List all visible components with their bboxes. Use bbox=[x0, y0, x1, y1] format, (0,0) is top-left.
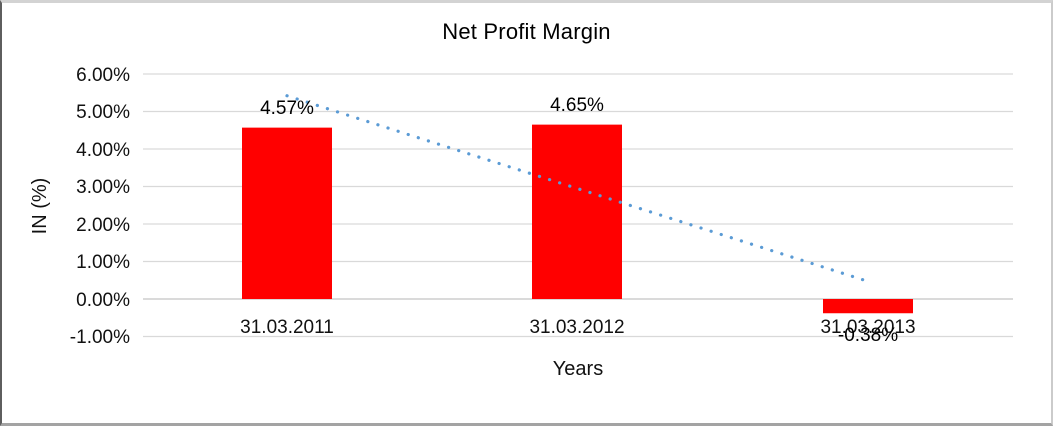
x-category-label: 31.03.2012 bbox=[529, 317, 625, 338]
y-tick-label: 3.00% bbox=[76, 177, 130, 198]
y-tick-label: 0.00% bbox=[76, 290, 130, 311]
y-tick-label: 4.00% bbox=[76, 140, 130, 161]
bar-31.03.2013 bbox=[823, 299, 913, 314]
bar-data-label: -0.38% bbox=[837, 325, 899, 346]
bar-data-label: 4.65% bbox=[550, 95, 604, 116]
bar-31.03.2012 bbox=[532, 124, 622, 299]
y-tick-label: 2.00% bbox=[76, 215, 130, 236]
plot-area bbox=[143, 73, 1013, 338]
bar-data-label: 4.57% bbox=[260, 98, 314, 119]
y-tick-label: 5.00% bbox=[76, 102, 130, 123]
y-tick-label: 6.00% bbox=[76, 65, 130, 86]
x-axis-title: Years bbox=[552, 358, 604, 380]
x-category-label: 31.03.2013 bbox=[820, 317, 916, 338]
y-axis-title: IN (%) bbox=[29, 177, 51, 235]
bar-31.03.2011 bbox=[242, 127, 332, 299]
x-category-label: 31.03.2011 bbox=[240, 317, 334, 338]
trendline bbox=[285, 94, 870, 283]
y-tick-label: 1.00% bbox=[76, 252, 130, 273]
chart-title: Net Profit Margin bbox=[442, 19, 611, 44]
y-tick-label: -1.00% bbox=[69, 327, 130, 348]
